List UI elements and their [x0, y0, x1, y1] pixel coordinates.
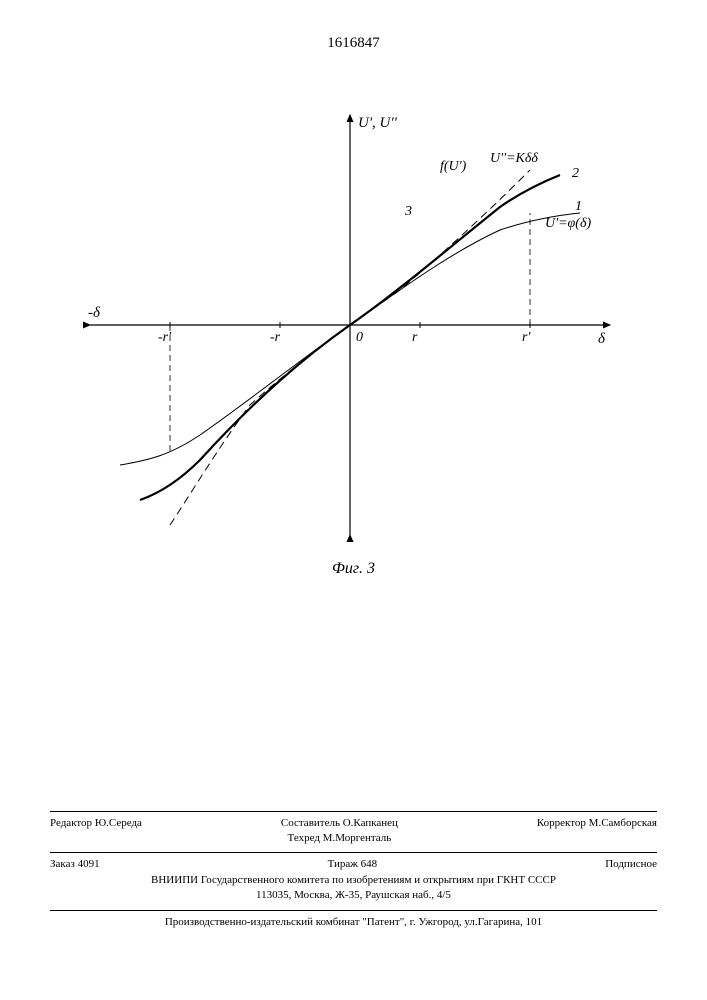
- curve-2-label: U''=Kδδ: [490, 151, 538, 166]
- footer: Редактор Ю.Середа Составитель О.Капканец…: [50, 805, 657, 930]
- editor: Редактор Ю.Середа: [50, 816, 142, 847]
- org-line1: ВНИИПИ Государственного комитета по изоб…: [50, 873, 657, 888]
- tick-neg-r: -r: [270, 330, 281, 345]
- page-number: 1616847: [327, 35, 380, 52]
- tick-r: r: [412, 330, 418, 345]
- subscription: Подписное: [605, 857, 657, 872]
- corrector: Корректор М.Самборская: [537, 816, 657, 847]
- tick-neg-r-prime: -r': [158, 330, 172, 345]
- compiler-techred: Составитель О.Капканец Техред М.Моргента…: [281, 816, 398, 847]
- curve-2-number: 2: [572, 166, 579, 181]
- y-axis-label: U', U'': [358, 115, 398, 131]
- curve-1-number: 1: [575, 199, 582, 214]
- x-axis-label-neg: -δ: [88, 305, 101, 321]
- chart: U', U'' δ -δ 0 -r' -r r r' 3 f(U') U''=K…: [80, 100, 620, 550]
- tick-r-prime: r': [522, 330, 531, 345]
- x-axis-label-pos: δ: [598, 331, 606, 347]
- figure-label: Фиг. 3: [332, 560, 375, 578]
- curve-3-number: 3: [404, 204, 412, 219]
- curve-1-label: U'=φ(δ): [545, 216, 591, 231]
- curve-3-label: f(U'): [440, 159, 467, 174]
- order: Заказ 4091: [50, 857, 100, 872]
- org-line2: 113035, Москва, Ж-35, Раушская наб., 4/5: [50, 888, 657, 903]
- origin-label: 0: [356, 330, 363, 345]
- publisher: Производственно-издательский комбинат "П…: [50, 915, 657, 930]
- circulation: Тираж 648: [328, 857, 378, 872]
